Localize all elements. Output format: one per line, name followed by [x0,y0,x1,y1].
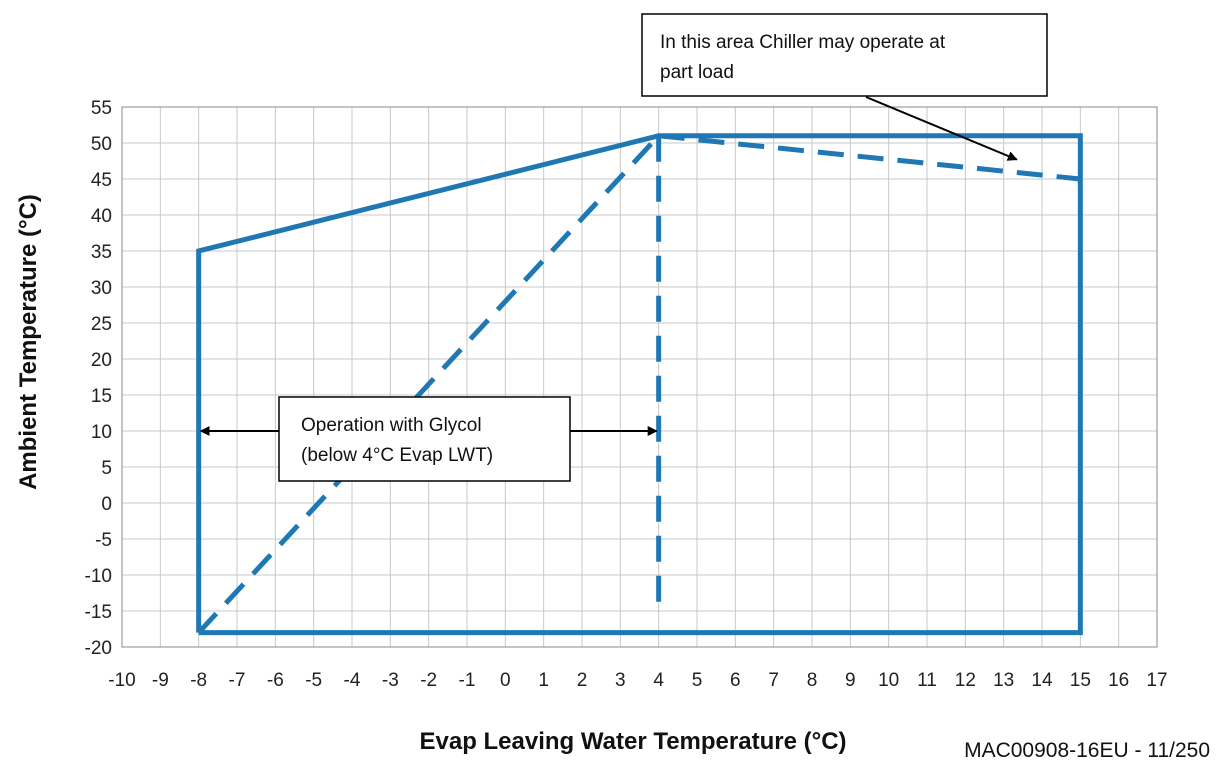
partload-arrow [865,96,1018,161]
x-tick-label: 5 [692,670,703,691]
partload-note-line-1: In this area Chiller may operate at [660,32,946,53]
y-tick-label: -5 [95,530,112,551]
x-tick-label: 3 [615,670,626,691]
x-tick-label: 7 [768,670,779,691]
x-tick-label: 6 [730,670,741,691]
y-axis-title: Ambient Temperature (°C) [15,194,42,490]
plot-frame [121,106,1158,648]
partload-annotation: In this area Chiller may operate at part… [641,13,1048,161]
y-tick-label: 25 [91,314,112,335]
document-reference-code: MAC00908-16EU - 11/250 [964,739,1210,760]
y-tick-label: 30 [91,278,112,299]
x-tick-label: 2 [577,670,588,691]
x-tick-label: 13 [993,670,1014,691]
series-line-solid-0 [196,133,1083,636]
partload-note-box [641,13,1048,97]
y-tick-label: 35 [91,242,112,263]
y-tick-label: 45 [91,170,112,191]
x-tick-label: 0 [500,670,511,691]
x-tick-label: -2 [420,670,437,691]
series-line-dashed-1 [196,134,661,635]
glycol-annotation: Operation with Glycol (below 4°C Evap LW… [199,396,658,482]
x-tick-label: 9 [845,670,856,691]
grid [121,106,1158,648]
x-axis-title: Evap Leaving Water Temperature (°C) [419,728,846,755]
x-tick-label: -3 [382,670,399,691]
x-tick-label: -9 [152,670,169,691]
x-tick-label: 11 [917,670,937,691]
x-tick-label: -7 [229,670,246,691]
y-tick-label: 0 [101,494,112,515]
y-tick-label: -20 [85,638,112,659]
x-tick-label: 10 [878,670,899,691]
x-tick-label: -4 [344,670,361,691]
series-line-dashed-3 [658,133,1081,182]
x-tick-label: 1 [538,670,549,691]
x-tick-label: -8 [190,670,207,691]
y-tick-label: 10 [91,422,112,443]
y-tick-label: 50 [91,134,112,155]
x-tick-label: 16 [1108,670,1129,691]
glycol-note-line-1: Operation with Glycol [301,415,482,436]
y-axis-ticks: -20 -15 -10 -5 0 5 10 15 20 25 30 35 40 45 50 55 [85,98,112,659]
y-tick-label: 15 [91,386,112,407]
x-tick-label: 17 [1146,670,1167,691]
x-tick-label: 8 [807,670,818,691]
envelope-series [196,133,1083,636]
x-tick-label: -6 [267,670,284,691]
y-tick-label: -10 [85,566,112,587]
x-tick-label: -5 [305,670,322,691]
x-tick-label: -1 [459,670,476,691]
y-tick-label: 20 [91,350,112,371]
glycol-note-box [278,396,571,482]
y-tick-label: -15 [85,602,112,623]
x-tick-label: 12 [955,670,976,691]
y-tick-label: 40 [91,206,112,227]
y-tick-label: 5 [101,458,112,479]
partload-note-line-2: part load [660,62,734,83]
x-axis-ticks: -10 -9 -8 -7 -6 -5 -4 -3 -2 -1 0 1 2 3 4 5 6 7 8 9 10 11 12 13 1… [108,670,1167,691]
x-tick-label: 14 [1031,670,1053,691]
x-tick-label: 4 [653,670,664,691]
x-tick-label: 15 [1070,670,1091,691]
x-tick-label: -10 [108,670,135,691]
glycol-note-line-2: (below 4°C Evap LWT) [301,445,493,466]
y-tick-label: 55 [91,98,112,119]
